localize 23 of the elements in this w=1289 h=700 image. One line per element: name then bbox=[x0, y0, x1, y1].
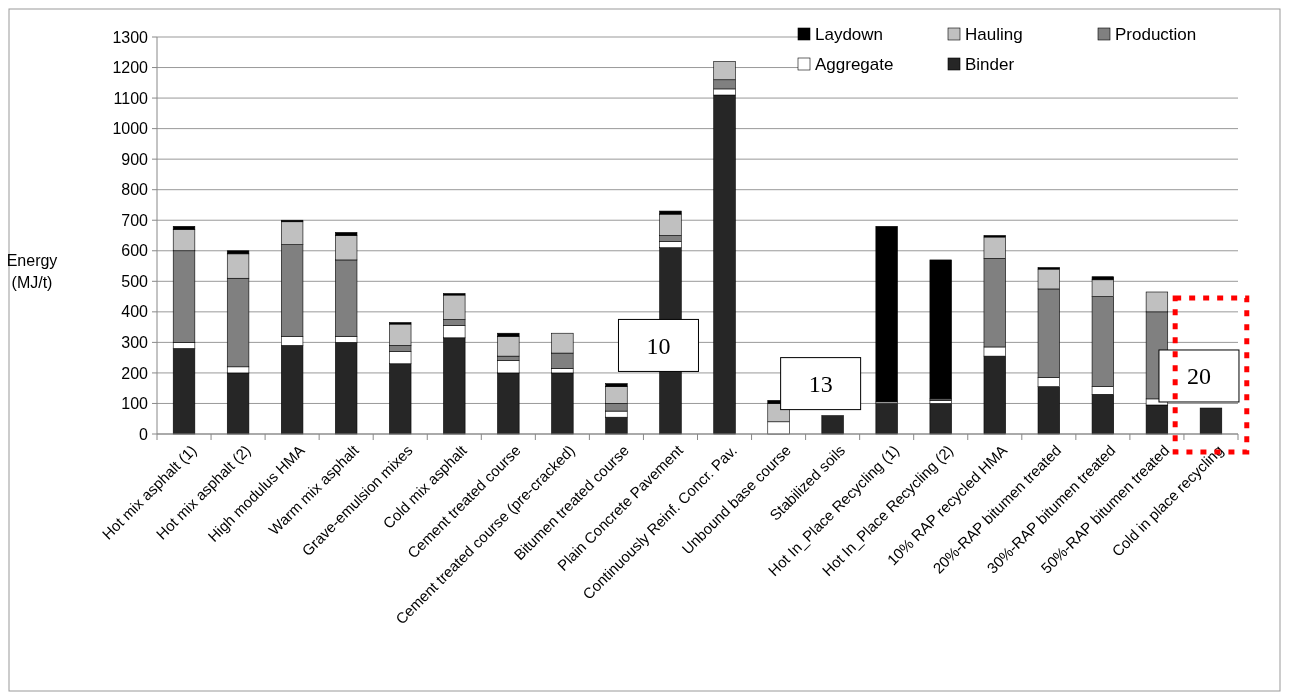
y-tick-label: 900 bbox=[121, 150, 149, 168]
y-tick-label: 0 bbox=[139, 425, 149, 443]
y-tick-label: 1000 bbox=[112, 120, 149, 138]
y-axis-title: Energy (MJ/t) bbox=[6, 251, 58, 291]
y-tick-label: 700 bbox=[121, 211, 149, 229]
annotation: 10 bbox=[646, 332, 671, 359]
y-tick-label: 100 bbox=[121, 395, 149, 413]
y-tick-label: 200 bbox=[121, 364, 149, 382]
y-tick-label: 1100 bbox=[113, 89, 149, 107]
y-tick-label: 1200 bbox=[112, 59, 149, 77]
y-tick-label: 300 bbox=[121, 333, 149, 351]
legend-label: Aggregate bbox=[815, 54, 894, 74]
annotation: 20 bbox=[1186, 363, 1211, 390]
legend-label: Hauling bbox=[965, 24, 1023, 44]
y-tick-label: 800 bbox=[121, 181, 149, 199]
y-tick-label: 500 bbox=[121, 272, 149, 290]
y-tick-label: 1300 bbox=[112, 28, 149, 46]
legend-label: Production bbox=[1115, 24, 1197, 44]
y-tick-label: 400 bbox=[121, 303, 149, 321]
annotation: 13 bbox=[808, 371, 833, 398]
legend-label: Binder bbox=[965, 54, 1015, 74]
y-tick-label: 600 bbox=[121, 242, 149, 260]
legend-label: Laydown bbox=[815, 24, 884, 44]
